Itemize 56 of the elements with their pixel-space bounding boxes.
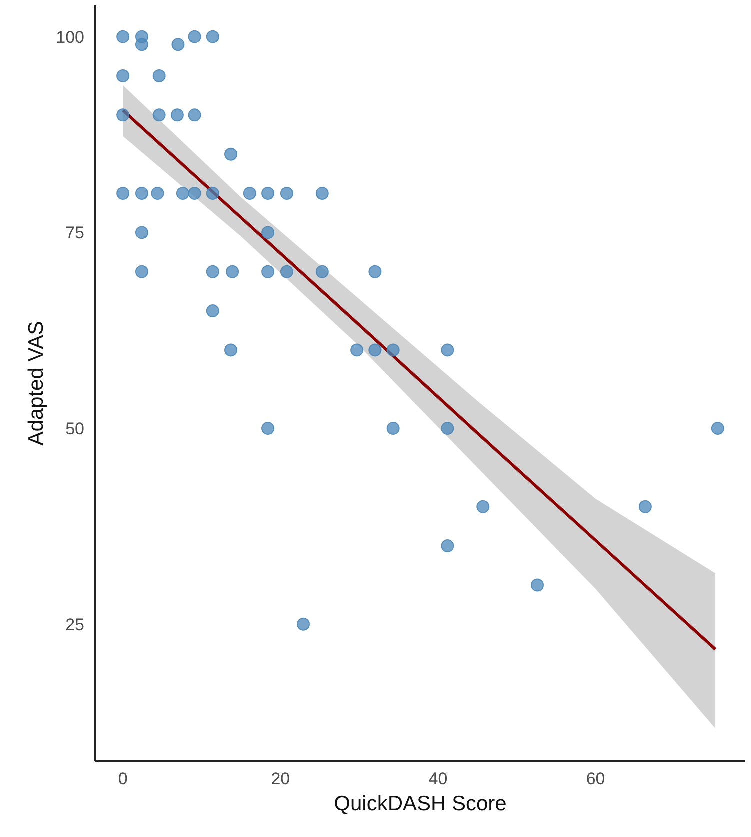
point [116, 30, 130, 44]
point [386, 422, 400, 436]
point [188, 187, 202, 200]
x-tick-label: 20 [271, 770, 290, 788]
point [116, 70, 130, 82]
point [206, 30, 220, 44]
point [368, 265, 382, 278]
point [262, 422, 275, 436]
point [243, 187, 256, 200]
point [386, 344, 400, 357]
point [441, 540, 454, 553]
point [116, 187, 130, 200]
point [280, 187, 294, 200]
point [316, 187, 329, 200]
point [262, 187, 275, 200]
x-tick-label: 40 [428, 770, 448, 788]
point [188, 108, 202, 122]
point [135, 226, 148, 240]
point [441, 344, 454, 357]
point [262, 226, 275, 240]
point [152, 108, 166, 122]
point [441, 422, 454, 436]
point [206, 265, 220, 278]
point [135, 187, 148, 200]
point [170, 108, 184, 122]
point [297, 618, 310, 631]
point [711, 422, 724, 436]
point [476, 500, 490, 514]
point [116, 108, 130, 122]
point [280, 265, 294, 278]
point [172, 38, 185, 52]
point [206, 187, 220, 200]
point [206, 304, 220, 318]
point [176, 187, 190, 200]
point [316, 265, 329, 278]
y-tick-label: 25 [66, 615, 85, 634]
x-tick-label: 0 [118, 770, 128, 788]
y-tick-label: 100 [56, 28, 85, 47]
point [262, 265, 275, 278]
point [224, 148, 238, 161]
point [368, 344, 382, 357]
y-axis-title: Adapted VAS [25, 321, 48, 446]
point [224, 344, 238, 357]
point [226, 265, 240, 278]
y-tick-label: 75 [66, 224, 85, 243]
point [135, 265, 148, 278]
point [152, 70, 166, 82]
x-axis-title: QuickDASH Score [334, 792, 507, 816]
point [350, 344, 364, 357]
point [638, 500, 652, 514]
x-tick-label: 60 [586, 770, 606, 788]
point [151, 187, 164, 200]
y-tick-label: 50 [66, 420, 85, 439]
point [135, 38, 148, 52]
point [188, 30, 202, 44]
point [531, 578, 544, 592]
